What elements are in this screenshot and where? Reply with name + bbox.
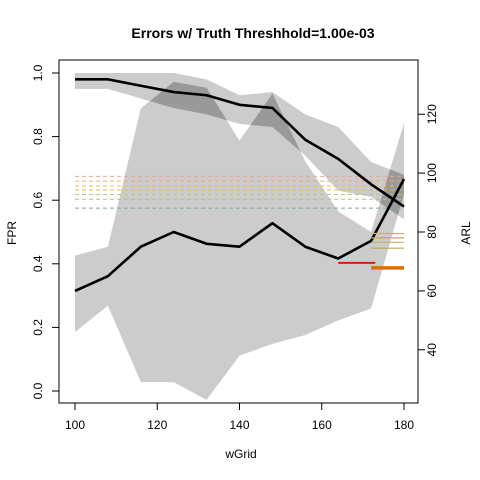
y2-tick-label-4: 120 bbox=[425, 104, 439, 124]
y-tick-label-2: 0.4 bbox=[31, 255, 45, 272]
arl-line bbox=[74, 178, 406, 293]
y-tick-label-3: 0.6 bbox=[31, 192, 45, 209]
y2-tick-label-1: 60 bbox=[425, 284, 439, 298]
x-tick-label-4: 180 bbox=[394, 418, 414, 432]
x-axis-label: wGrid bbox=[224, 447, 256, 461]
arl-band bbox=[75, 81, 404, 400]
y2-tick-label-3: 100 bbox=[425, 163, 439, 183]
x-tick-label-1: 120 bbox=[147, 418, 167, 432]
fpr-line bbox=[75, 78, 405, 208]
fpr-band bbox=[75, 73, 404, 220]
x-tick-label-2: 140 bbox=[229, 418, 249, 432]
y2-axis-label: ARL bbox=[459, 221, 473, 245]
plot-area bbox=[74, 73, 406, 400]
x-tick-label-3: 160 bbox=[312, 418, 332, 432]
y2-tick-label-2: 80 bbox=[425, 225, 439, 239]
chart-title: Errors w/ Truth Threshhold=1.00e-03 bbox=[131, 25, 374, 41]
x-tick-label-0: 100 bbox=[65, 418, 85, 432]
y2-tick-label-0: 40 bbox=[425, 343, 439, 357]
y-tick-label-1: 0.2 bbox=[31, 319, 45, 336]
y-axis-label: FPR bbox=[5, 221, 19, 245]
y-tick-label-5: 1.0 bbox=[31, 64, 45, 81]
plot-layer: 100 120 140 160 180 0.0 0.2 0.4 0.6 0.8 1.0 40 60 80 1… bbox=[31, 59, 439, 432]
y-tick-label-0: 0.0 bbox=[31, 382, 45, 399]
y-tick-label-4: 0.8 bbox=[31, 128, 45, 145]
